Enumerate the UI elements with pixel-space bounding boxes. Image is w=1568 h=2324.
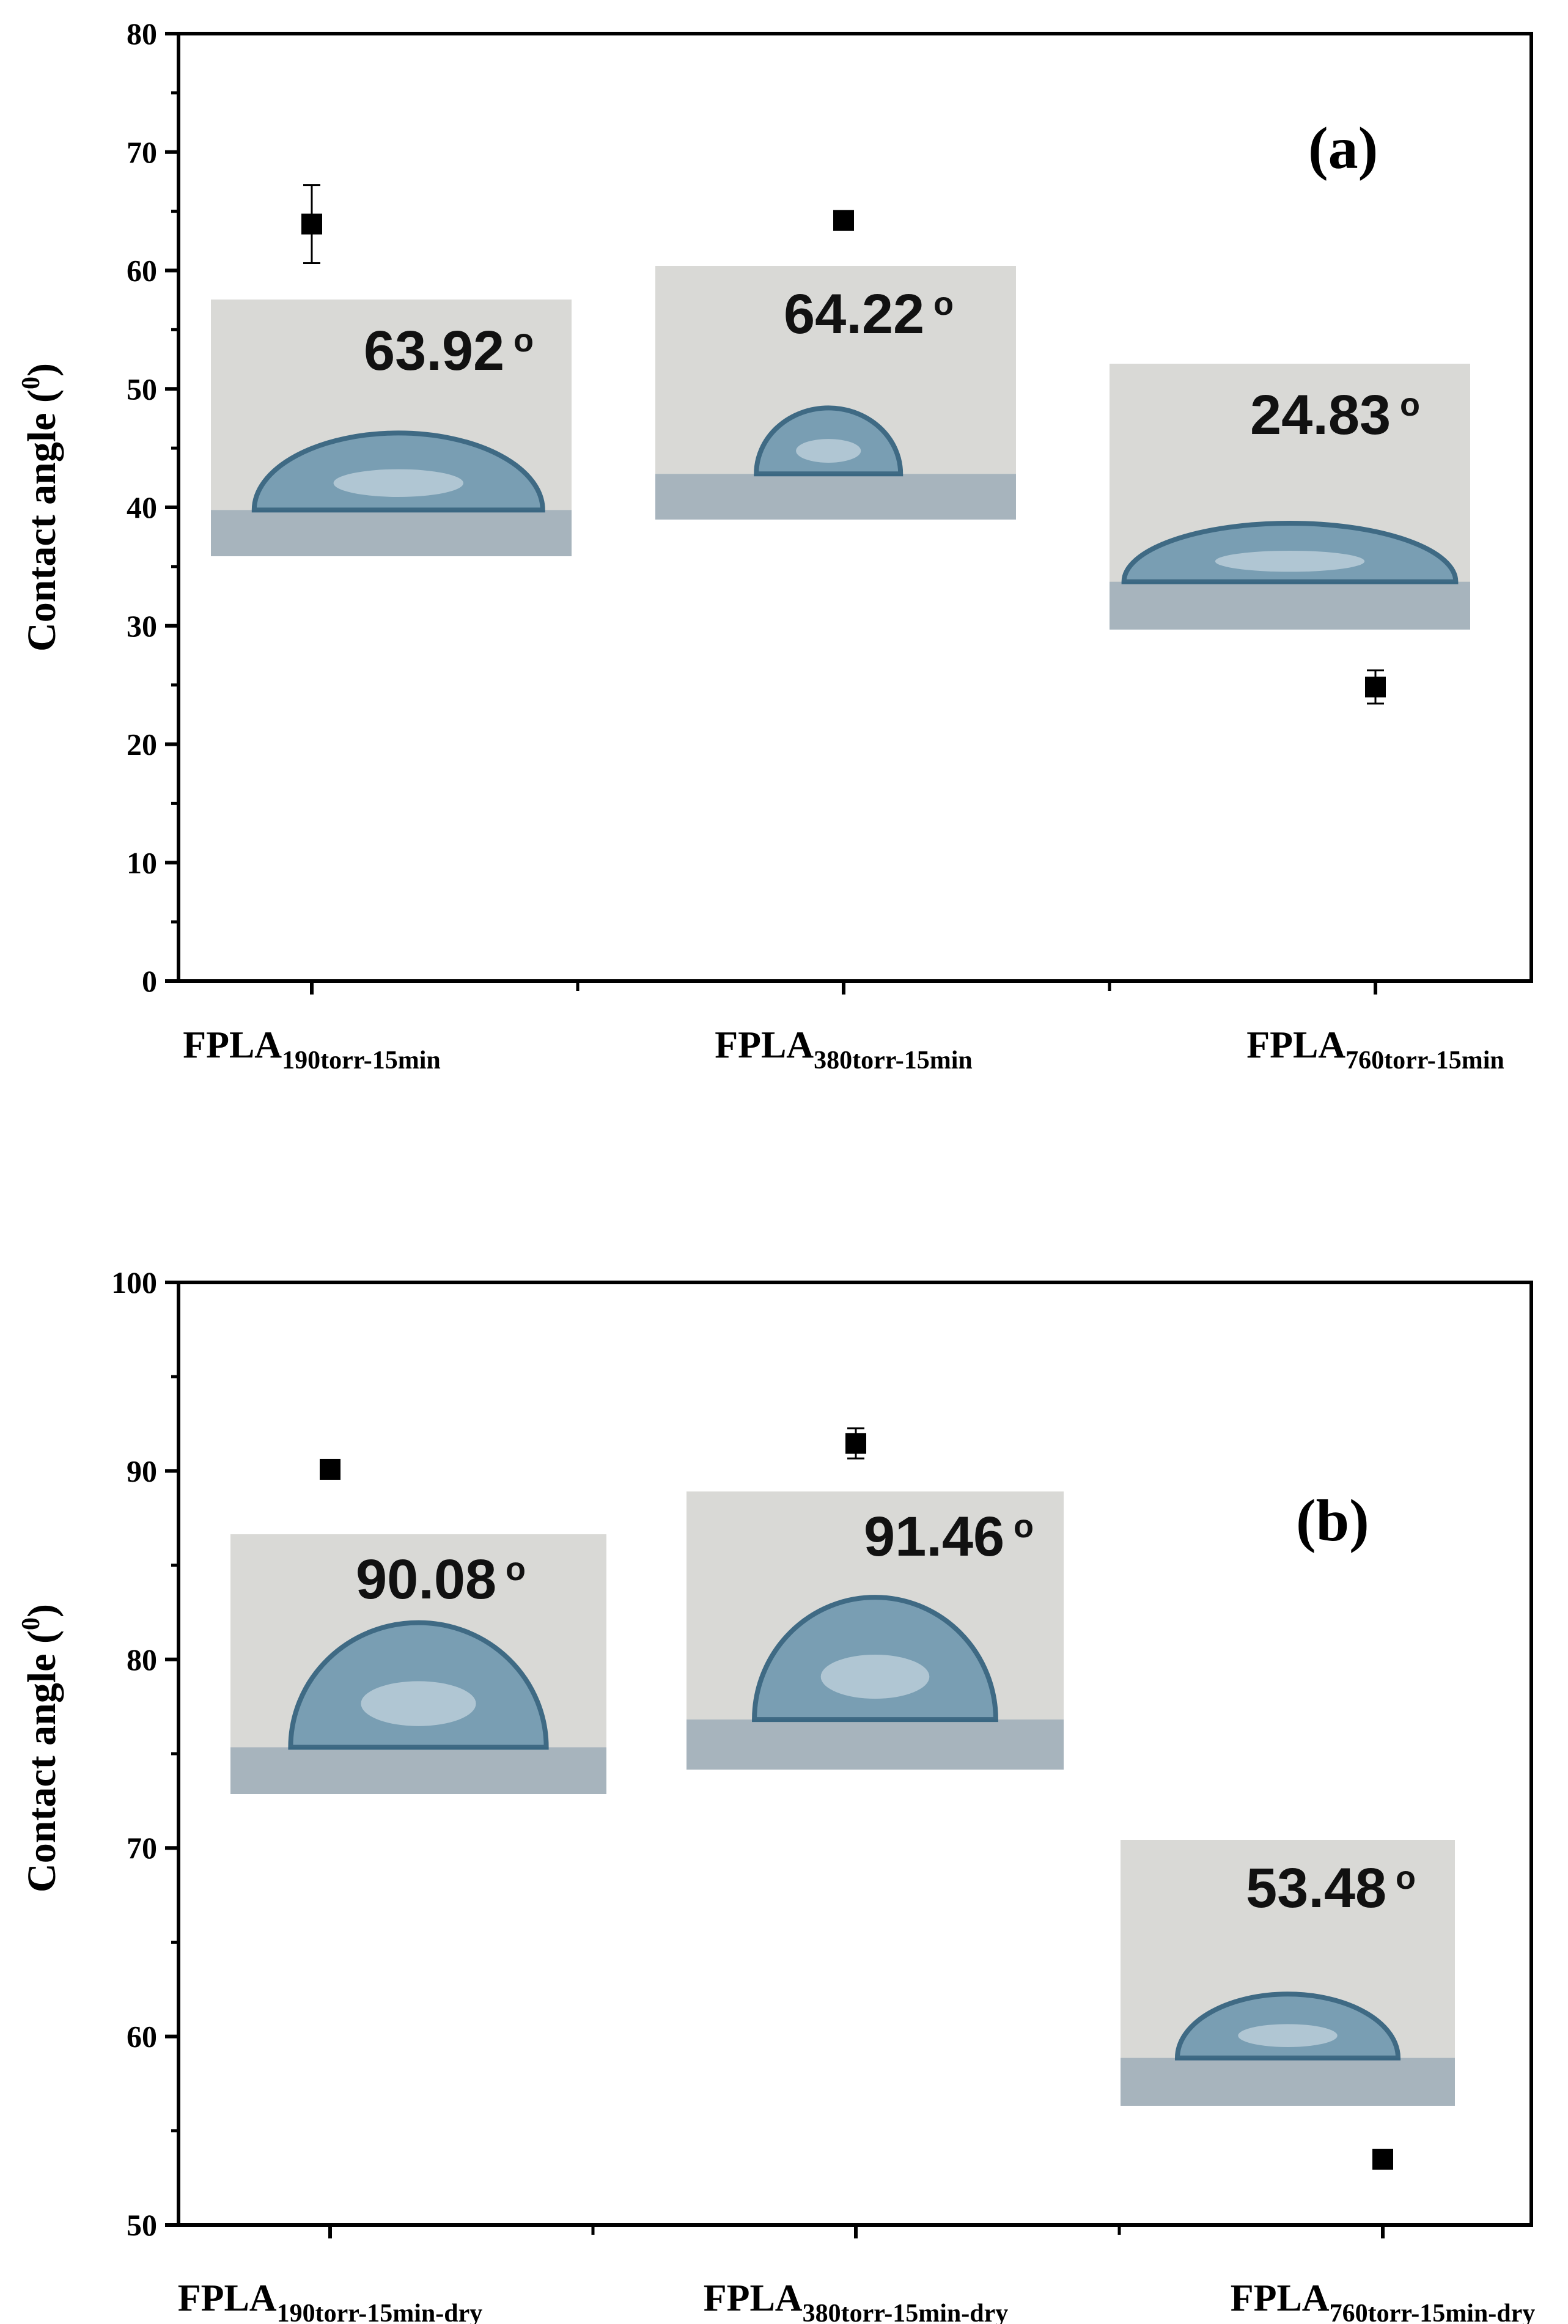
substrate-surface (211, 510, 572, 556)
substrate-surface (686, 1719, 1064, 1770)
y-tick-label: 100 (111, 1265, 157, 1300)
x-category-label: FPLA760torr-15min-dry (1231, 2278, 1536, 2324)
degree-symbol: o (1014, 1508, 1034, 1545)
y-tick-label: 50 (127, 2208, 157, 2242)
contact-angle-value: 90.08 (356, 1548, 496, 1611)
degree-symbol: o (506, 1551, 526, 1587)
contact-angle-value: 64.22 (784, 283, 924, 345)
y-tick-label: 20 (127, 727, 157, 762)
y-tick-label: 0 (142, 964, 157, 998)
droplet-highlight (361, 1681, 476, 1726)
data-point-marker (320, 1458, 340, 1480)
contact-angle-inset-1: 90.08 o (230, 1534, 606, 1794)
contact-angle-value: 91.46 (864, 1506, 1004, 1568)
droplet-highlight (1215, 550, 1365, 572)
contact-angle-value: 24.83 (1250, 384, 1391, 446)
y-axis-title: Contact angle (0) (17, 1604, 64, 1892)
panel-label: (b) (1296, 1488, 1369, 1554)
data-point-marker (301, 213, 322, 235)
droplet-highlight (796, 439, 861, 463)
droplet-highlight (1238, 2024, 1338, 2047)
x-category-label: FPLA190torr-15min (183, 1024, 441, 1075)
contact-angle-inset-3: 24.83 o (1110, 364, 1470, 630)
chart-panel-a: 63.92 o 64.22 o24.83 o01020304050607080FPLA1… (17, 17, 1533, 1075)
degree-symbol: o (513, 322, 534, 359)
x-category-label: FPLA190torr-15min-dry (178, 2278, 483, 2324)
contact-angle-inset-1: 63.92 o (211, 300, 572, 556)
y-axis-title: Contact angle (0) (17, 363, 64, 652)
contact-angle-inset-2: 91.46 o (686, 1491, 1064, 1770)
x-category-label: FPLA760torr-15min (1246, 1024, 1504, 1075)
y-tick-label: 10 (127, 845, 157, 880)
y-tick-label: 70 (127, 135, 157, 169)
panel-label: (a) (1308, 116, 1378, 182)
data-point-marker (1372, 2149, 1393, 2170)
degree-symbol: o (1396, 1859, 1416, 1896)
degree-symbol: o (933, 285, 954, 322)
x-category-label: FPLA380torr-15min (715, 1024, 973, 1075)
y-tick-label: 30 (127, 609, 157, 643)
data-point-marker (1365, 676, 1386, 697)
data-point-marker (833, 210, 854, 231)
y-tick-label: 80 (127, 17, 157, 51)
y-tick-label: 40 (127, 490, 157, 524)
contact-angle-value: 63.92 (364, 320, 504, 382)
y-tick-label: 80 (127, 1642, 157, 1677)
substrate-surface (1121, 2057, 1455, 2106)
degree-symbol: o (1400, 386, 1420, 423)
substrate-surface (1110, 581, 1470, 630)
droplet-highlight (820, 1654, 930, 1699)
y-tick-label: 60 (127, 254, 157, 288)
y-tick-label: 90 (127, 1454, 157, 1488)
substrate-surface (230, 1747, 606, 1794)
contact-angle-inset-2: 64.22 o (655, 266, 1016, 520)
data-point-marker (845, 1433, 866, 1454)
chart-panel-b: 90.08 o 91.46 o 53.48 o 50 60 70 80 90 100 FPLA190to… (17, 1265, 1535, 2324)
y-tick-label: 70 (127, 1831, 157, 1865)
substrate-surface (655, 474, 1016, 520)
y-tick-label: 60 (127, 2020, 157, 2054)
x-category-label: FPLA380torr-15min-dry (704, 2278, 1009, 2324)
contact-angle-inset-3: 53.48 o (1121, 1840, 1455, 2106)
contact-angle-value: 53.48 (1246, 1857, 1386, 1919)
droplet-highlight (333, 469, 463, 497)
y-tick-label: 50 (127, 372, 157, 406)
